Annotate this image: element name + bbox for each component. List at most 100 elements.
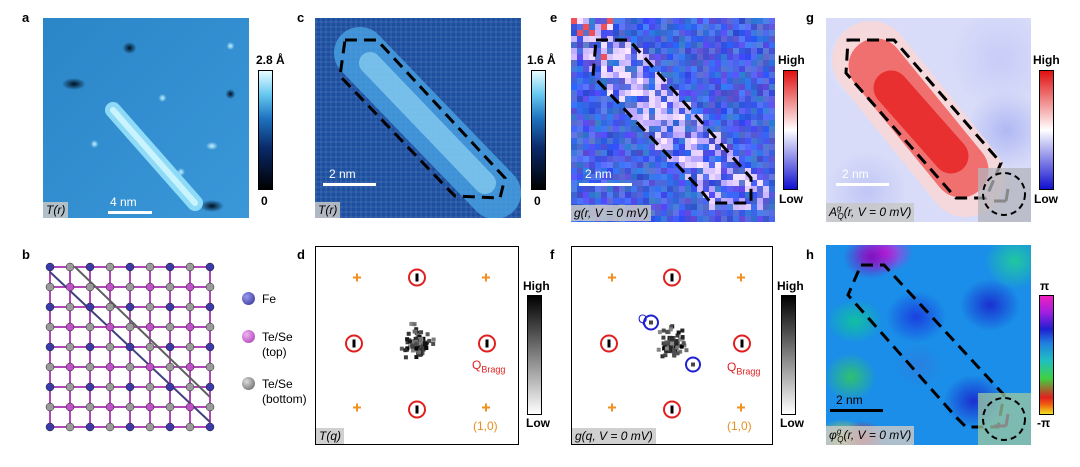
amplitude-map-g: 2 nm AgQ(r, V = 0 mV) [826, 18, 1031, 222]
lattice-atom [146, 403, 154, 411]
lattice-atom [206, 343, 214, 351]
lattice-atom [206, 323, 214, 331]
colorbar-h [1039, 295, 1054, 415]
scale-label: 2 nm [836, 393, 863, 407]
map-quantity-label: g(r, V = 0 mV) [571, 205, 651, 221]
lattice-atom [166, 383, 174, 391]
tag-symbol: A [829, 205, 837, 219]
colorbar-max-label: High [777, 279, 804, 293]
tag-text: (r, V = 0 mV) [844, 428, 912, 442]
lattice-atom [146, 383, 154, 391]
panel-letter-e: e [550, 10, 557, 25]
lattice-atom [46, 343, 54, 351]
lattice-atom [66, 403, 74, 411]
te-se-bottom-atom-swatch [242, 377, 255, 390]
reciprocal-lattice-marker [737, 404, 745, 412]
lattice-atom [206, 423, 214, 431]
colorbar-max-label: π [1040, 279, 1049, 293]
colorbar-c [531, 70, 546, 190]
scale-label: 4 nm [110, 195, 137, 209]
lattice-atom [186, 283, 194, 291]
map-quantity-label: T(q) [316, 428, 344, 444]
lattice-atom [126, 403, 134, 411]
colorbar-min-label: 0 [534, 194, 541, 208]
scale-bar [323, 183, 376, 186]
scale-bar [836, 183, 889, 186]
lattice-atom [46, 423, 54, 431]
lattice-atom [206, 363, 214, 371]
lattice-atom [126, 283, 134, 291]
map-quantity-label: AgQ(r, V = 0 mV) [826, 203, 914, 222]
lattice-atom [86, 343, 94, 351]
lattice-atom [186, 303, 194, 311]
colorbar-min-label: Low [780, 416, 804, 430]
lattice-atom [126, 263, 134, 271]
lattice-atom [146, 263, 154, 271]
lattice-atom [66, 263, 74, 271]
reciprocal-lattice-marker [608, 404, 616, 412]
lattice-atom [126, 383, 134, 391]
lattice-atom [46, 303, 54, 311]
lattice-atom [126, 303, 134, 311]
colorbar-d [527, 295, 542, 415]
bragg-peak [416, 406, 419, 414]
lattice-atom [206, 403, 214, 411]
reciprocal-lattice-marker [482, 274, 490, 282]
q-vector-peak [649, 321, 653, 325]
tag-text: T(r) [46, 203, 65, 217]
tag-text: g(q, V = 0 mV) [575, 429, 653, 443]
reciprocal-lattice-marker [482, 404, 490, 412]
bragg-peak [486, 340, 489, 348]
lattice-atom [66, 303, 74, 311]
lattice-atom [66, 343, 74, 351]
lattice-atom [166, 283, 174, 291]
lattice-atom [66, 423, 74, 431]
legend-label-te-se-bottom: Te/Se (bottom) [262, 377, 307, 407]
lattice-atom [146, 303, 154, 311]
lattice-atom [106, 363, 114, 371]
colorbar-min-label: Low [526, 416, 550, 430]
colorbar-max-label: High [523, 279, 550, 293]
lattice-atom [106, 303, 114, 311]
lattice-atom [86, 303, 94, 311]
lattice-atom [186, 343, 194, 351]
central-peak [657, 324, 689, 358]
lattice-atom [86, 323, 94, 331]
lattice-atom [186, 323, 194, 331]
lattice-atom [166, 343, 174, 351]
bragg-index-label: (1,0) [473, 419, 498, 433]
bragg-index-label: (1,0) [727, 419, 752, 433]
fourier-transform-f: g(q, V = 0 mV) QBragg Q (1,0) [571, 246, 773, 445]
bragg-peak [416, 274, 419, 282]
lattice-atom [146, 283, 154, 291]
colorbar-max-label: High [778, 53, 805, 67]
reciprocal-lattice-marker [353, 274, 361, 282]
lattice-atom [106, 423, 114, 431]
map-quantity-label: T(r) [315, 202, 340, 218]
te-se-top-atom-swatch [242, 330, 255, 343]
colorbar-min-label: Low [1034, 192, 1058, 206]
colorbar-min-label: -π [1037, 416, 1050, 430]
bragg-peak [741, 340, 744, 348]
legend-label-fe: Fe [262, 292, 276, 307]
lattice-atom [166, 363, 174, 371]
lattice-atom [46, 283, 54, 291]
colorbar-min-label: Low [779, 192, 803, 206]
lattice-atom [86, 423, 94, 431]
lattice-atom [126, 423, 134, 431]
q-bragg-label: QBragg [472, 358, 505, 374]
lattice-atom [46, 383, 54, 391]
q-subscript: Bragg [481, 364, 505, 374]
colorbar-max-label: 2.8 Å [256, 53, 285, 67]
lattice-atom [106, 403, 114, 411]
phase-map-h: 2 nm φgQ(r, V = 0 mV) [826, 245, 1031, 445]
legend-label-te-se-top: Te/Se (top) [262, 330, 293, 360]
colorbar-max-label: High [1033, 53, 1060, 67]
lattice-atom [146, 323, 154, 331]
panel-letter-d: d [297, 247, 305, 262]
colorbar-f [781, 295, 796, 415]
panel-letter-h: h [806, 247, 814, 262]
lattice-atom [126, 363, 134, 371]
lattice-atom [206, 263, 214, 271]
q-bragg-label: QBragg [727, 360, 760, 376]
